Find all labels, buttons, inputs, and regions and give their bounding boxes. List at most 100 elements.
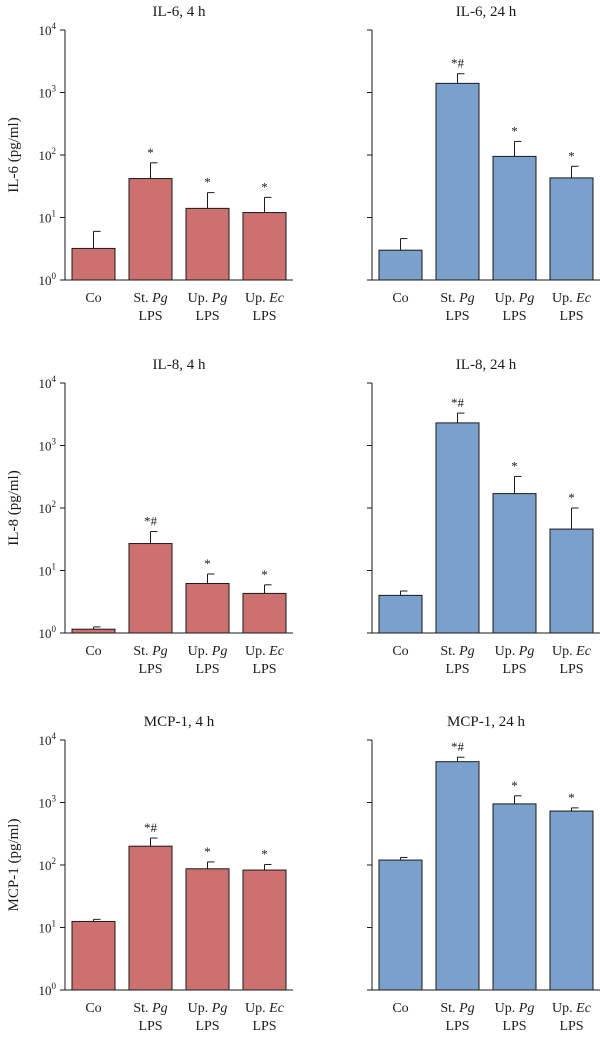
bar-2-1	[128, 543, 173, 634]
y-tick-label-0-2: 102	[39, 146, 57, 163]
category-sublabel-0-1: LPS	[138, 309, 162, 324]
category-sublabel-3-3: LPS	[559, 662, 583, 677]
category-sublabel-4-2: LPS	[195, 1019, 219, 1034]
category-label-4-2: Up. Pg	[188, 1001, 228, 1016]
significance-label-0-2: *	[204, 175, 211, 190]
bar-1-0	[378, 249, 423, 281]
bar-3-0	[378, 594, 423, 634]
category-sublabel-5-1: LPS	[445, 1019, 469, 1034]
y-tick-label-4-4: 104	[39, 731, 57, 748]
bar-1-1	[435, 82, 480, 281]
significance-label-4-3: *	[261, 846, 268, 861]
category-label-2-3: Up. Ec	[245, 644, 285, 659]
category-label-4-0: Co	[85, 1001, 101, 1016]
y-tick-label-2-3: 103	[39, 437, 57, 454]
category-sublabel-0-3: LPS	[252, 309, 276, 324]
significance-label-3-2: *	[511, 458, 518, 473]
significance-label-2-1: *#	[144, 514, 158, 529]
significance-label-1-2: *	[511, 123, 518, 138]
y-axis-label-0: IL-6 (pg/ml)	[6, 117, 22, 192]
bar-0-3	[242, 212, 287, 281]
panel-title-0: IL-6, 4 h	[153, 4, 206, 20]
category-label-4-3: Up. Ec	[245, 1001, 285, 1016]
y-tick-label-2-2: 102	[39, 499, 57, 516]
y-axis-label-4: MCP-1 (pg/ml)	[6, 819, 22, 912]
significance-label-3-1: *#	[451, 395, 465, 410]
bar-4-3	[242, 869, 287, 991]
category-sublabel-1-1: LPS	[445, 309, 469, 324]
bar-2-3	[242, 592, 287, 634]
category-sublabel-2-2: LPS	[195, 662, 219, 677]
bar-0-1	[128, 178, 173, 281]
category-sublabel-3-1: LPS	[445, 662, 469, 677]
category-label-2-0: Co	[85, 644, 101, 659]
y-tick-label-0-1: 101	[39, 209, 57, 226]
category-sublabel-3-2: LPS	[502, 662, 526, 677]
significance-label-0-3: *	[261, 179, 268, 194]
category-label-2-1: St. Pg	[133, 644, 167, 659]
y-tick-label-4-1: 101	[39, 919, 57, 936]
y-tick-label-0-3: 103	[39, 84, 57, 101]
y-tick-label-4-3: 103	[39, 794, 57, 811]
bar-0-2	[185, 207, 230, 281]
category-label-0-3: Up. Ec	[245, 291, 285, 306]
category-sublabel-2-1: LPS	[138, 662, 162, 677]
bar-5-3	[549, 810, 594, 991]
y-tick-label-0-4: 104	[39, 21, 57, 38]
category-label-5-1: St. Pg	[440, 1001, 474, 1016]
y-tick-label-2-1: 101	[39, 562, 57, 579]
bar-4-1	[128, 845, 173, 991]
significance-label-5-1: *#	[451, 739, 465, 754]
bar-2-2	[185, 582, 230, 634]
category-label-0-2: Up. Pg	[188, 291, 228, 306]
category-label-3-3: Up. Ec	[552, 644, 592, 659]
bar-3-3	[549, 528, 594, 634]
category-label-3-2: Up. Pg	[495, 644, 535, 659]
bar-4-2	[185, 868, 230, 991]
y-tick-label-4-0: 100	[39, 981, 57, 998]
category-label-0-1: St. Pg	[133, 291, 167, 306]
y-tick-label-2-4: 104	[39, 374, 57, 391]
category-sublabel-5-3: LPS	[559, 1019, 583, 1034]
bar-3-2	[492, 493, 537, 634]
category-label-5-0: Co	[392, 1001, 408, 1016]
bar-1-3	[549, 177, 594, 281]
significance-label-2-2: *	[204, 556, 211, 571]
panel-title-4: MCP-1, 4 h	[144, 714, 215, 730]
category-label-1-1: St. Pg	[440, 291, 474, 306]
significance-label-3-3: *	[568, 490, 575, 505]
category-label-1-3: Up. Ec	[552, 291, 592, 306]
category-sublabel-1-3: LPS	[559, 309, 583, 324]
significance-label-4-1: *#	[144, 820, 158, 835]
category-label-1-0: Co	[392, 291, 408, 306]
category-sublabel-0-2: LPS	[195, 309, 219, 324]
bar-2-0	[71, 628, 116, 634]
panel-title-5: MCP-1, 24 h	[447, 714, 525, 730]
bar-0-0	[71, 247, 116, 281]
significance-label-2-3: *	[261, 567, 268, 582]
bar-4-0	[71, 920, 116, 991]
y-axis-label-2: IL-8 (pg/ml)	[6, 470, 22, 545]
category-sublabel-1-2: LPS	[502, 309, 526, 324]
y-tick-label-2-0: 100	[39, 624, 57, 641]
significance-label-5-2: *	[511, 778, 518, 793]
significance-label-4-2: *	[204, 844, 211, 859]
category-sublabel-2-3: LPS	[252, 662, 276, 677]
panel-title-1: IL-6, 24 h	[456, 4, 517, 20]
category-sublabel-4-1: LPS	[138, 1019, 162, 1034]
category-label-3-1: St. Pg	[440, 644, 474, 659]
category-sublabel-4-3: LPS	[252, 1019, 276, 1034]
bar-1-2	[492, 155, 537, 281]
category-label-0-0: Co	[85, 291, 101, 306]
category-label-5-2: Up. Pg	[495, 1001, 535, 1016]
panel-title-2: IL-8, 4 h	[153, 357, 206, 373]
y-tick-label-0-0: 100	[39, 271, 57, 288]
category-label-4-1: St. Pg	[133, 1001, 167, 1016]
y-tick-label-4-2: 102	[39, 856, 57, 873]
significance-label-5-3: *	[568, 790, 575, 805]
category-label-3-0: Co	[392, 644, 408, 659]
bar-3-1	[435, 422, 480, 634]
significance-label-1-3: *	[568, 148, 575, 163]
significance-label-1-1: *#	[451, 56, 465, 71]
bar-5-0	[378, 859, 423, 991]
